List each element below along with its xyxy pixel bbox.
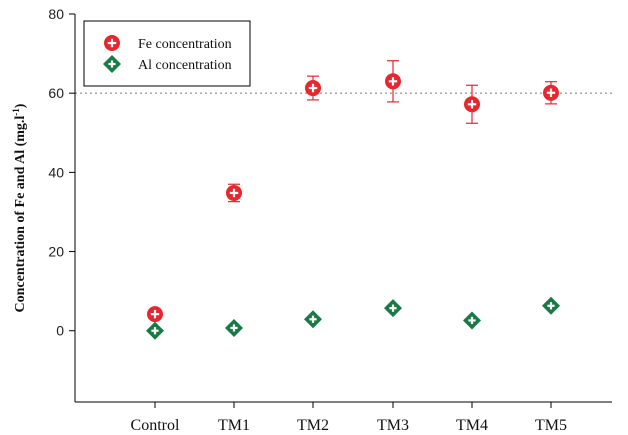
legend-marker-al [103,55,121,73]
category-labels: Control TM1 TM2 TM3 TM4 TM5 [131,417,567,434]
data-points [146,73,560,340]
x-tick-label-TM2: TM2 [297,417,329,434]
point-al-TM3 [384,299,402,318]
axes [74,14,612,403]
point-fe-TM1 [226,184,242,201]
point-fe-Control [147,306,163,323]
point-al-TM2 [304,310,322,329]
y-axis-title: Concentration of Fe and Al (mg.l-1) [11,103,28,312]
y-axis-title-close: ) [13,103,28,108]
tick-marks [69,13,552,408]
y-axis-title-main: Concentration of Fe and Al (mg.l [13,116,28,313]
point-al-TM4 [463,311,481,330]
y-tick-label-20: 20 [48,244,64,260]
legend-marker-fe [104,35,120,51]
x-tick-label-TM4: TM4 [456,417,488,434]
point-al-Control [146,321,164,340]
legend-label-al: Al concentration [138,58,232,73]
legend: Fe concentration Al concentration [83,20,251,87]
y-axis-title-superscript: -1 [11,108,21,116]
y-tick-label-0: 0 [56,323,64,339]
x-tick-label-TM5: TM5 [535,417,567,434]
x-tick-label-TM3: TM3 [377,417,409,434]
point-al-TM1 [225,318,243,337]
legend-label-fe: Fe concentration [138,37,232,52]
legend-markers [103,35,121,73]
y-tick-label-40: 40 [48,164,64,180]
y-tick-label-80: 80 [48,6,64,22]
point-fe-TM2 [305,80,321,97]
point-fe-TM3 [385,73,401,90]
tick-labels: 0 20 40 60 80 [48,6,64,339]
x-tick-label-Control: Control [131,417,180,434]
legend-box [83,20,251,87]
y-tick-label-60: 60 [48,85,64,101]
point-fe-TM5 [543,84,559,101]
x-tick-label-TM1: TM1 [218,417,250,434]
point-fe-TM4 [464,96,480,113]
point-al-TM5 [542,296,560,315]
